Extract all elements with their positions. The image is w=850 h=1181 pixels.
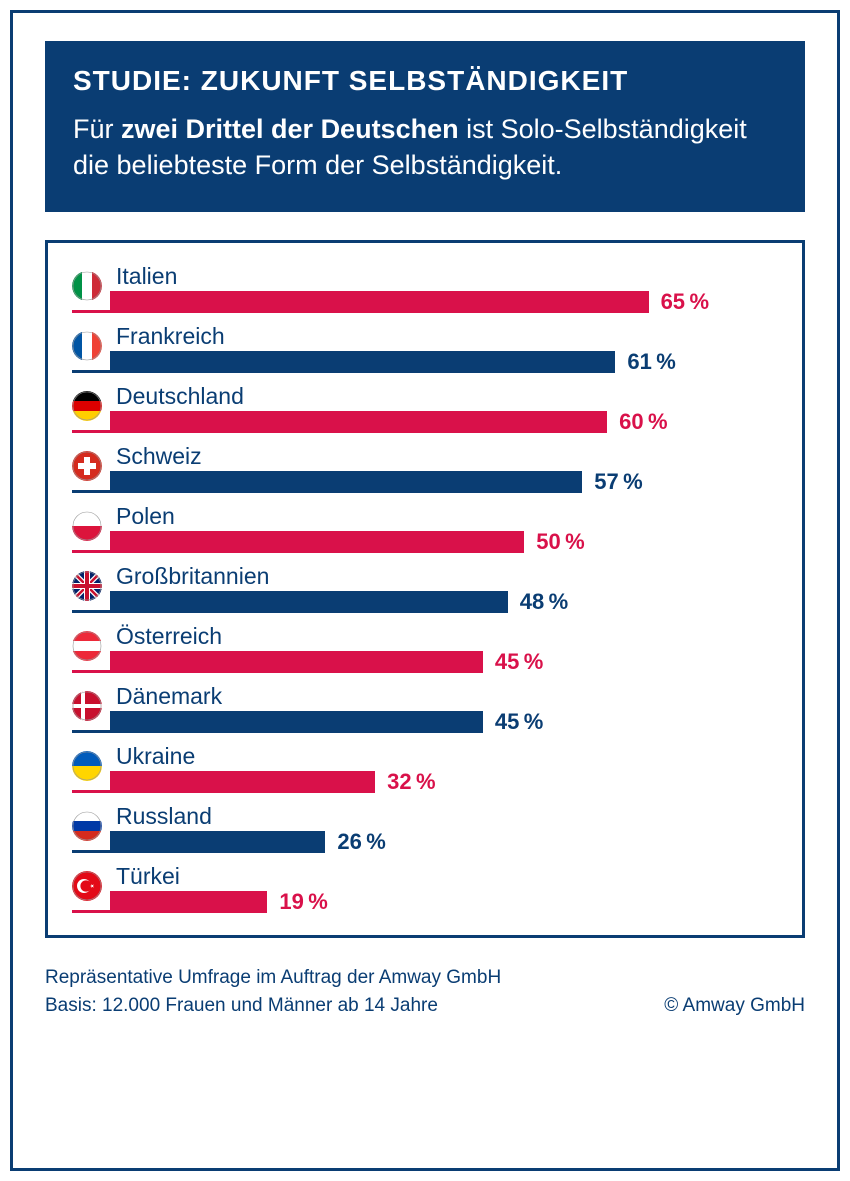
- flag-icon: [72, 751, 102, 781]
- percent-value: 26 %: [337, 831, 385, 853]
- percent-value: 57 %: [594, 471, 642, 493]
- chart-row: Russland 26 %: [72, 805, 774, 853]
- flag-icon: [72, 871, 102, 901]
- bar: [110, 711, 483, 733]
- bar-chart: Italien 65 % Frankreich 61 % Deutschland…: [45, 240, 805, 938]
- bar: [110, 831, 325, 853]
- footer-line1: Repräsentative Umfrage im Auftrag der Am…: [45, 964, 501, 993]
- country-label: Italien: [116, 263, 177, 290]
- flag-icon: [72, 391, 102, 421]
- bar: [110, 471, 582, 493]
- bar: [110, 771, 375, 793]
- percent-value: 45 %: [495, 651, 543, 673]
- percent-value: 61 %: [627, 351, 675, 373]
- header-subtitle: Für zwei Drittel der Deutschen ist Solo-…: [73, 111, 777, 184]
- country-label: Frankreich: [116, 323, 225, 350]
- header-block: STUDIE: ZUKUNFT SELBSTÄNDIGKEIT Für zwei…: [45, 41, 805, 212]
- percent-value: 32 %: [387, 771, 435, 793]
- bar: [110, 891, 267, 913]
- infographic-frame: STUDIE: ZUKUNFT SELBSTÄNDIGKEIT Für zwei…: [10, 10, 840, 1171]
- footer-copyright: © Amway GmbH: [664, 992, 805, 1021]
- flag-icon: [72, 331, 102, 361]
- chart-row: Dänemark 45 %: [72, 685, 774, 733]
- percent-value: 45 %: [495, 711, 543, 733]
- flag-icon: [72, 571, 102, 601]
- bar: [110, 411, 607, 433]
- flag-icon: [72, 811, 102, 841]
- country-label: Deutschland: [116, 383, 244, 410]
- footer-line2: Basis: 12.000 Frauen und Männer ab 14 Ja…: [45, 992, 501, 1021]
- chart-row: Italien 65 %: [72, 265, 774, 313]
- chart-row: Österreich 45 %: [72, 625, 774, 673]
- chart-row: Frankreich 61 %: [72, 325, 774, 373]
- country-label: Ukraine: [116, 743, 195, 770]
- country-label: Russland: [116, 803, 212, 830]
- percent-value: 50 %: [536, 531, 584, 553]
- country-label: Großbritannien: [116, 563, 269, 590]
- bar: [110, 291, 649, 313]
- footer: Repräsentative Umfrage im Auftrag der Am…: [45, 964, 805, 1021]
- percent-value: 65 %: [661, 291, 709, 313]
- country-label: Polen: [116, 503, 175, 530]
- chart-row: Türkei 19 %: [72, 865, 774, 913]
- flag-icon: [72, 451, 102, 481]
- chart-row: Polen 50 %: [72, 505, 774, 553]
- percent-value: 60 %: [619, 411, 667, 433]
- percent-value: 48 %: [520, 591, 568, 613]
- country-label: Schweiz: [116, 443, 202, 470]
- country-label: Österreich: [116, 623, 222, 650]
- chart-row: Schweiz 57 %: [72, 445, 774, 493]
- bar: [110, 591, 508, 613]
- header-title: STUDIE: ZUKUNFT SELBSTÄNDIGKEIT: [73, 65, 777, 97]
- country-label: Türkei: [116, 863, 180, 890]
- flag-icon: [72, 631, 102, 661]
- flag-icon: [72, 271, 102, 301]
- bar: [110, 351, 615, 373]
- chart-row: Ukraine 32 %: [72, 745, 774, 793]
- bar: [110, 651, 483, 673]
- footer-left: Repräsentative Umfrage im Auftrag der Am…: [45, 964, 501, 1021]
- flag-icon: [72, 511, 102, 541]
- bar: [110, 531, 524, 553]
- chart-row: Deutschland 60 %: [72, 385, 774, 433]
- country-label: Dänemark: [116, 683, 222, 710]
- percent-value: 19 %: [279, 891, 327, 913]
- chart-row: Großbritannien 48 %: [72, 565, 774, 613]
- flag-icon: [72, 691, 102, 721]
